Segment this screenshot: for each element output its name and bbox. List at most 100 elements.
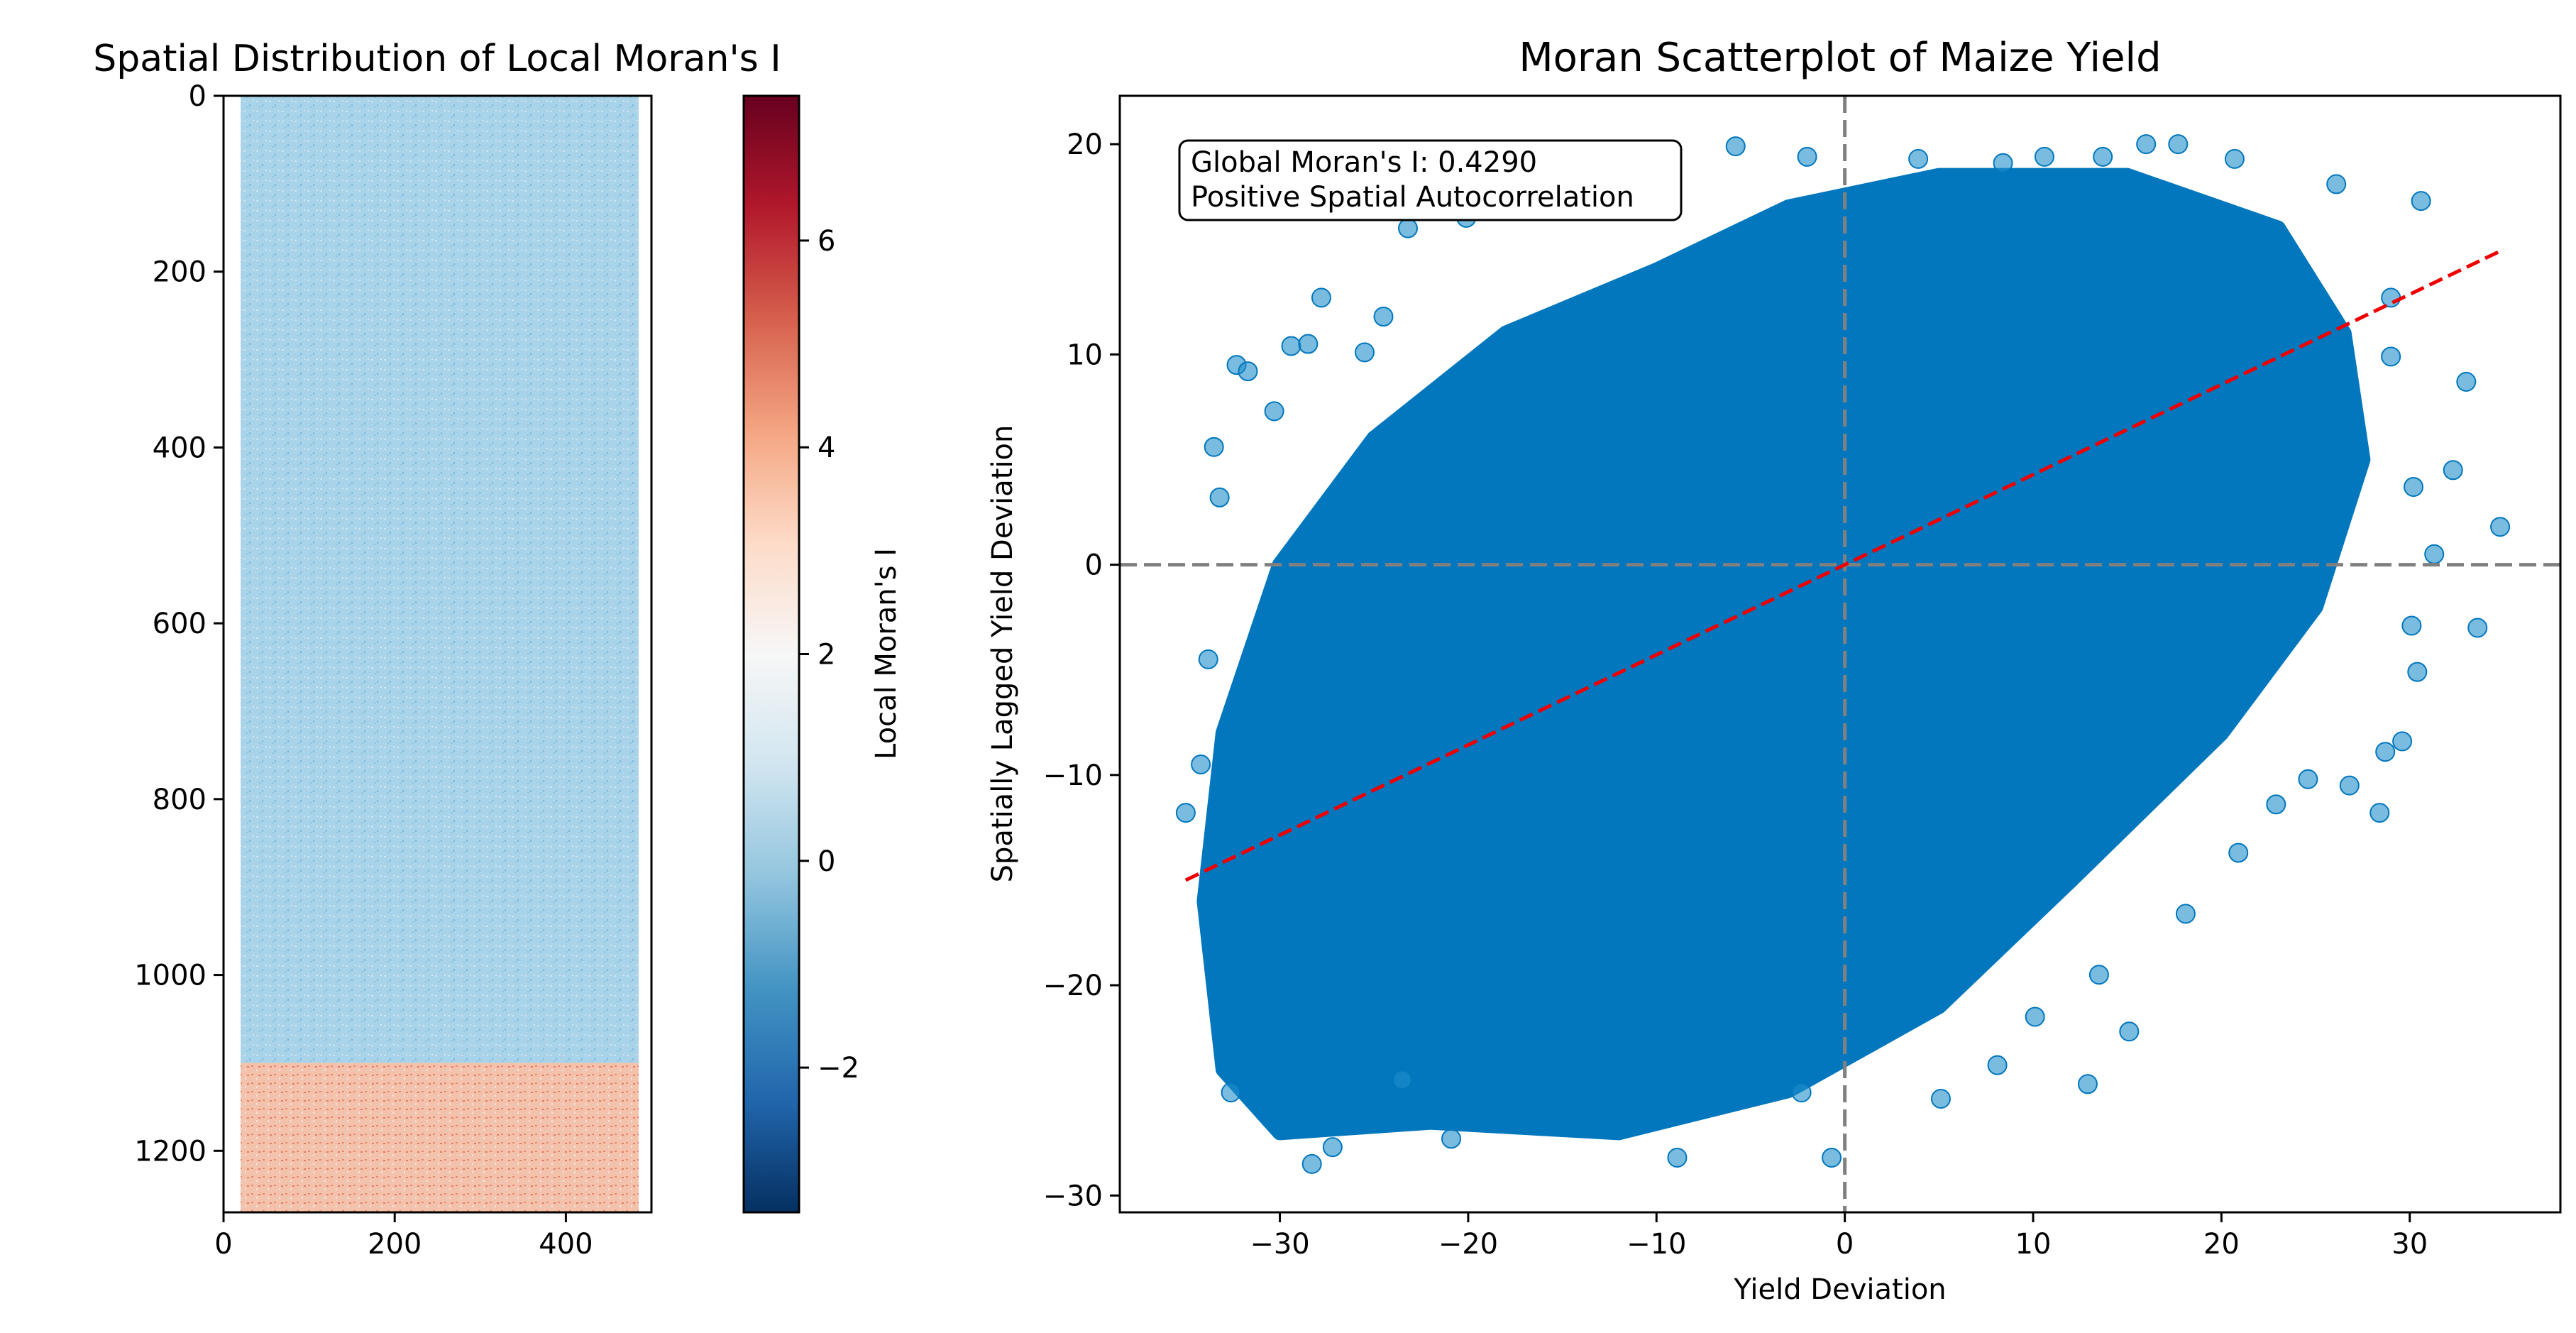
scatter-point [2404,476,2424,497]
scatter-point [2119,1021,2140,1042]
scatter-point [1791,1082,1812,1103]
heatmap-y-tick-label: 200 [153,256,207,289]
heatmap-y-tick-label: 1000 [134,960,207,992]
scatter-y-label: Spatially Lagged Yield Deviation [986,425,1019,883]
colorbar-tick-label: 2 [818,639,835,671]
scatter-point [1987,1055,2008,1075]
scatter-point [2266,794,2286,815]
scatter-y-tick-label: 20 [1067,128,1103,161]
scatter-point [1281,336,1301,356]
heatmap-x-tick-label: 400 [539,1228,593,1261]
colorbar-label: Local Moran's I [870,548,903,759]
scatter-point [2228,843,2249,863]
heatmap-image [224,96,651,1212]
scatter-point [2025,1006,2045,1027]
scatter-point [2326,174,2347,194]
scatter-point [1209,487,1230,508]
scatter-point [1667,1147,1688,1168]
scatter-point [2392,731,2413,752]
colorbar-ticks: −2 0 2 4 6 [799,225,859,1085]
scatter-point [1191,755,1211,775]
scatter-point [2369,803,2390,823]
scatter-x-tick-label: 20 [2203,1228,2240,1261]
scatter-point [2136,134,2157,155]
scatter-point [1354,342,1375,363]
heatmap-frame [222,94,653,1214]
heatmap-y-tick-label: 400 [153,432,207,464]
scatter-point [2224,148,2245,169]
heatmap-title: Spatial Distribution of Local Moran's I [93,38,781,80]
heatmap-x-tick-label: 0 [214,1228,232,1261]
heatmap-x-tick-label: 200 [368,1228,422,1261]
scatter-y-tick-label: −20 [1043,970,1103,1002]
scatter-point [2381,287,2401,308]
scatter-x-tick-label: −10 [1626,1228,1686,1261]
heatmap-y-tick-label: 0 [189,80,207,113]
scatter-title: Moran Scatterplot of Maize Yield [1519,35,2161,81]
scatter-point [2411,191,2431,212]
heatmap-y-tick-label: 600 [153,608,207,640]
colorbar-tick-label: 0 [818,845,835,878]
scatter-point [2088,965,2109,985]
scatter-y-tick-label: −10 [1043,759,1103,792]
scatter-point [2077,1074,2098,1095]
scatter-frame [1118,94,2562,1214]
colorbar-tick-label: 4 [818,432,835,464]
scatter-point [2375,742,2396,762]
scatter-x-tick-label: 10 [2015,1228,2052,1261]
scatter-point [2401,615,2422,636]
colorbar [742,94,800,1214]
scatter-x-tick-label: 30 [2391,1228,2428,1261]
annotation-box: Global Moran's I: 0.4290 Positive Spatia… [1178,139,1683,221]
scatter-point [1392,1070,1413,1090]
annotation-line-1: Global Moran's I: 0.4290 [1191,146,1537,179]
scatter-point [1311,287,1331,308]
heatmap-y-tick-label: 800 [153,784,207,816]
scatter-point [1221,1082,1241,1103]
scatter-point [1822,1147,1842,1168]
regression-line [1184,247,2505,882]
scatter-point [2339,775,2360,796]
scatter-point [1198,649,1218,669]
scatter-point [1441,1129,1462,1149]
scatter-point [2456,371,2477,392]
scatter-ticks: −30 −20 −10 0 10 20 30 −30 −20 −10 0 10 20 [1043,128,2428,1261]
scatter-point [1322,1137,1343,1158]
scatter-dense-points [1196,168,2371,1141]
annotation-line-2: Positive Spatial Autocorrelation [1191,181,1634,214]
scatter-point [2168,134,2189,155]
scatter-point [1398,218,1418,238]
scatter-point [1175,803,1196,823]
scatter-x-tick-label: −20 [1438,1228,1498,1261]
scatter-point [2490,517,2511,537]
heatmap-y-tick-label: 1200 [134,1135,207,1168]
scatter-point [2381,346,2401,367]
heatmap-upper-texture [241,96,639,1063]
scatter-point [1725,136,1746,157]
heatmap-ticks: 0 200 400 0 200 400 600 800 1000 1200 [134,80,593,1261]
scatter-point [1301,1153,1322,1174]
scatter-x-tick-label: −30 [1250,1228,1309,1261]
scatter-point [1238,361,1258,382]
scatter-point [2407,662,2428,682]
scatter-point [1908,148,1929,169]
scatter-y-tick-label: 0 [1085,549,1103,582]
scatter-point [2443,460,2463,481]
scatter-y-tick-label: −30 [1043,1180,1103,1212]
scatter-point [2424,544,2445,564]
colorbar-tick-label: −2 [818,1052,859,1085]
colorbar-tick-label: 6 [818,225,835,258]
scatter-point [1264,401,1284,422]
scatter-x-tick-label: 0 [1836,1228,1854,1261]
scatter-x-label: Yield Deviation [1733,1273,1946,1306]
scatter-point [2467,618,2488,638]
scatter-point [2093,146,2113,167]
scatter-point [2034,146,2054,167]
heatmap-lower-texture [241,1063,639,1212]
scatter-point [1993,153,2013,173]
scatter-point [1797,146,1817,167]
scatter-point [2175,904,2196,924]
scatter-y-tick-label: 10 [1067,339,1103,371]
scatter-point [1373,307,1394,327]
